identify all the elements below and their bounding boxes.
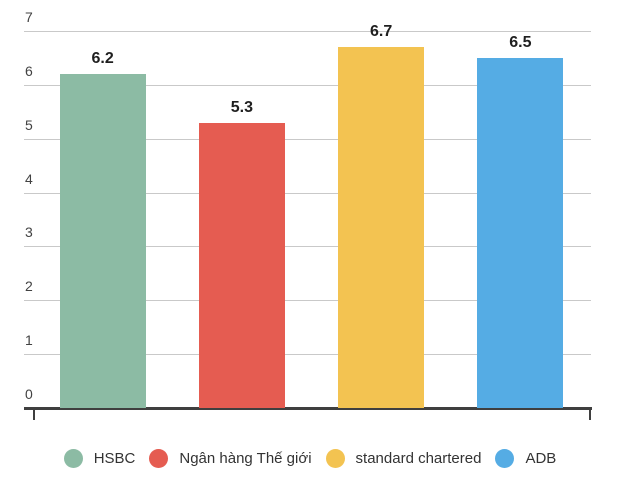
gridline-y-4 [24,192,591,194]
y-axis-tick-label: 5 [25,116,33,133]
gridline-y-7 [24,31,591,32]
legend-swatch-circle-icon [495,449,515,468]
x-axis-tick-right [589,408,591,420]
y-axis-tick-label: 3 [25,224,33,241]
legend-swatch-circle-icon [325,449,345,468]
bar-value-label-standard-chartered: 6.7 [370,23,393,41]
bar-standard-chartered[interactable] [338,47,425,408]
legend-swatch-circle-icon [63,449,83,468]
bar-hsbc[interactable] [59,74,146,408]
bar-value-label-hsbc: 6.2 [91,50,114,68]
gridline-y-1 [24,354,591,356]
legend-item-adb[interactable]: ADB [495,449,556,468]
gridline-y-6 [24,84,591,86]
legend-item-ng-n-h-ng-th-gi-i[interactable]: Ngân hàng Thế giới [149,449,312,468]
gridline-y-3 [24,246,591,248]
bar-ng-n-h-ng-th-gi-i[interactable] [198,122,285,408]
y-axis-tick-label: 4 [25,170,33,187]
x-axis-tick-left [33,408,35,420]
gridline-y-5 [24,138,591,140]
y-axis-tick-label: 6 [25,62,33,79]
legend-item-hsbc[interactable]: HSBC [63,449,136,468]
y-axis-tick-label: 1 [25,332,33,349]
bar-value-label-ng-n-h-ng-th-gi-i: 5.3 [230,98,253,116]
gridline-y-2 [24,300,591,302]
chart-legend: HSBC Ngân hàng Thế giới standard chartered… [0,449,620,468]
bar-value-label-adb: 6.5 [509,33,532,51]
legend-label: HSBC [93,450,136,467]
y-axis-tick-label: 0 [25,386,33,402]
legend-label: ADB [525,450,557,467]
y-axis-tick-label: 2 [25,278,33,295]
legend-item-standard-chartered[interactable]: standard chartered [325,449,482,468]
bar-adb[interactable] [477,57,564,408]
y-axis-tick-label: 7 [25,9,33,25]
x-axis-line [24,407,592,410]
legend-swatch-circle-icon [149,449,169,468]
legend-label: standard chartered [355,450,482,467]
legend-label: Ngân hàng Thế giới [179,450,312,467]
